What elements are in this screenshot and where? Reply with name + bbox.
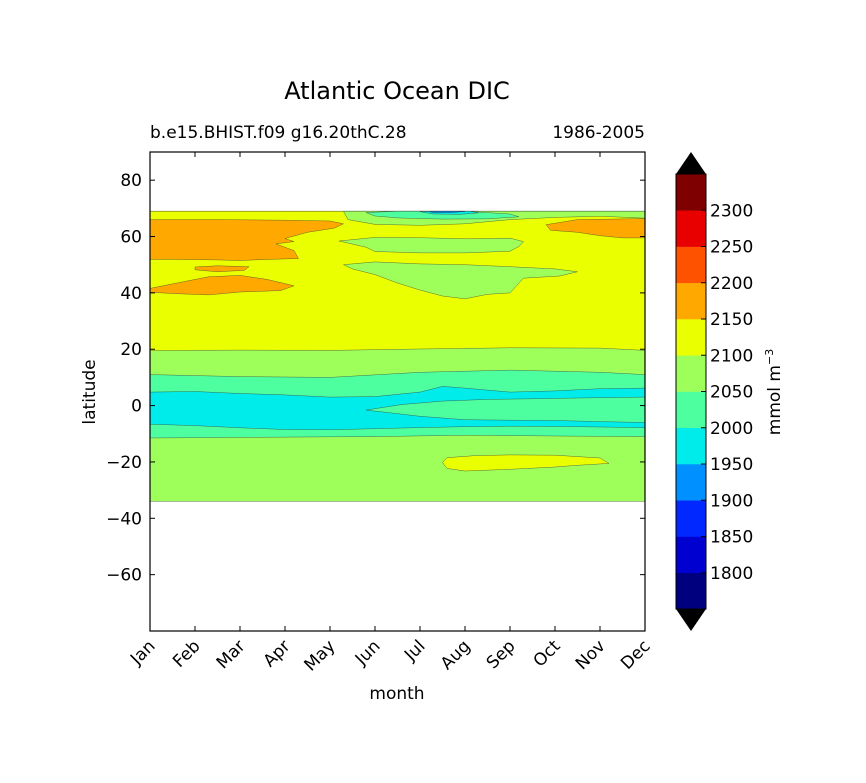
y-tick-label: 60 xyxy=(120,228,142,248)
colorbar-tick-label: 1950 xyxy=(710,455,753,475)
x-tick-label: Feb xyxy=(169,636,204,671)
colorbar-label: mmol m−3 xyxy=(763,349,785,435)
plot-frame xyxy=(149,151,646,632)
colorbar-tick-label: 2150 xyxy=(710,310,753,330)
colorbar-segment xyxy=(676,174,706,211)
contour-region-patch-2050-2100-55n xyxy=(338,237,524,254)
contour-region-patch-2100-2150-south xyxy=(442,454,610,472)
x-tick-label: May xyxy=(301,636,340,675)
x-axis-label: month xyxy=(369,684,424,704)
colorbar-segment xyxy=(676,282,706,320)
y-tick-label: −20 xyxy=(106,453,142,473)
colorbar: 1800 1850 1900 1950 2000 2050 2100 2150 2200 2250… xyxy=(675,152,753,631)
colorbar-segment xyxy=(676,210,706,247)
y-tick-label: −60 xyxy=(106,566,142,586)
x-tick-label: Jul xyxy=(400,636,429,665)
contour-region-patch-2150-2200-40n xyxy=(150,275,295,296)
colorbar-segment xyxy=(676,536,706,574)
x-tick-label: Aug xyxy=(437,636,475,674)
y-axis-label: latitude xyxy=(80,359,100,424)
colorbar-segment xyxy=(676,391,706,429)
x-tick-label: Sep xyxy=(483,636,520,673)
colorbar-segment xyxy=(676,500,706,537)
y-tick-label: 0 xyxy=(131,397,142,417)
colorbar-tick-label: 1850 xyxy=(710,528,753,548)
colorbar-tick-label: 2000 xyxy=(710,419,753,439)
x-tick-label: Nov xyxy=(572,636,610,674)
colorbar-segment xyxy=(676,355,706,392)
colorbar-segment xyxy=(676,572,706,610)
colorbar-over-extension xyxy=(676,152,706,174)
contour-region-tongue-2000-2050-equator xyxy=(365,396,645,423)
colorbar-tick-label: 2200 xyxy=(710,274,753,294)
x-tick-label: Oct xyxy=(530,636,565,671)
contour-region-patch-2150-2200-mar xyxy=(194,265,250,273)
x-tick-label: Apr xyxy=(260,636,295,671)
colorbar-segment xyxy=(676,246,706,284)
contour-region-patch-2050-2100-45n xyxy=(342,261,578,300)
contour-region-patch-2150-2200-jan-feb-north xyxy=(150,219,345,261)
x-tick-label: Mar xyxy=(213,636,250,673)
y-tick-label: 20 xyxy=(120,340,142,360)
colorbar-tick-label: 1800 xyxy=(710,564,753,584)
x-tick-label: Dec xyxy=(617,636,654,673)
colorbar-under-extension xyxy=(676,609,706,631)
subtitle-year-range: 1986-2005 xyxy=(552,123,645,143)
colorbar-segment xyxy=(676,319,706,356)
contour-fill-layer xyxy=(150,210,645,502)
chart-title: Atlantic Ocean DIC xyxy=(284,77,510,105)
colorbar-tick-label: 2050 xyxy=(710,383,753,403)
y-tick-label: 40 xyxy=(120,284,142,304)
contour-region-patch-2150-2200-dec xyxy=(545,218,645,239)
colorbar-tick-label: 1900 xyxy=(710,491,753,511)
colorbar-segment xyxy=(676,464,706,501)
y-tick-label: 80 xyxy=(120,171,142,191)
y-tick-label: −40 xyxy=(106,509,142,529)
colorbar-segment xyxy=(676,427,706,465)
x-tick-label: Jun xyxy=(351,636,385,670)
colorbar-label-exponent: −3 xyxy=(763,349,776,365)
colorbar-tick-label: 2300 xyxy=(710,201,753,221)
x-tick-label: Jan xyxy=(126,636,159,669)
colorbar-tick-label: 2250 xyxy=(710,238,753,258)
colorbar-tick-label: 2100 xyxy=(710,346,753,366)
contour-region-patch-1900-1950-top xyxy=(428,210,466,213)
colorbar-label-units: mmol m xyxy=(765,365,785,435)
subtitle-case-name: b.e15.BHIST.f09 g16.20thC.28 xyxy=(150,123,407,143)
